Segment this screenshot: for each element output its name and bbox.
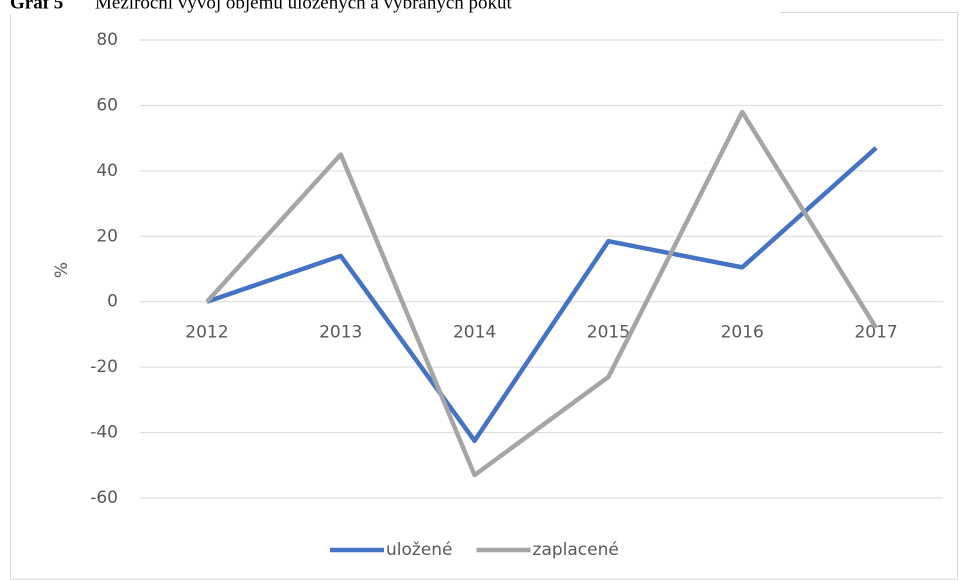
y-tick-label: 20 [96, 226, 118, 246]
series-line [206, 146, 878, 443]
y-tick-label: -40 [90, 423, 118, 443]
y-tick-label: -60 [90, 488, 118, 508]
chart-title: Meziroční vývoj objemu uložených a vybra… [95, 0, 513, 13]
y-tick-label: 40 [96, 161, 118, 181]
x-tick-label: 2013 [319, 323, 362, 343]
title-label: Graf 5 [10, 0, 63, 13]
chart-frame [10, 12, 958, 580]
y-tick-label: 80 [96, 30, 118, 50]
x-tick-label: 2015 [587, 323, 630, 343]
y-tick-label: -20 [90, 357, 118, 377]
series-line [205, 109, 878, 478]
y-axis-label: % [52, 262, 72, 278]
legend-label: uložené [386, 540, 453, 560]
x-tick-label: 2016 [721, 323, 764, 343]
title-bg [0, 0, 780, 14]
x-tick-label: 2012 [185, 323, 228, 343]
legend-label: zaplacené [533, 540, 619, 560]
x-tick-label: 2014 [453, 323, 496, 343]
y-tick-label: 0 [107, 292, 118, 312]
x-tick-label: 2017 [854, 323, 897, 343]
y-tick-label: 60 [96, 95, 118, 115]
